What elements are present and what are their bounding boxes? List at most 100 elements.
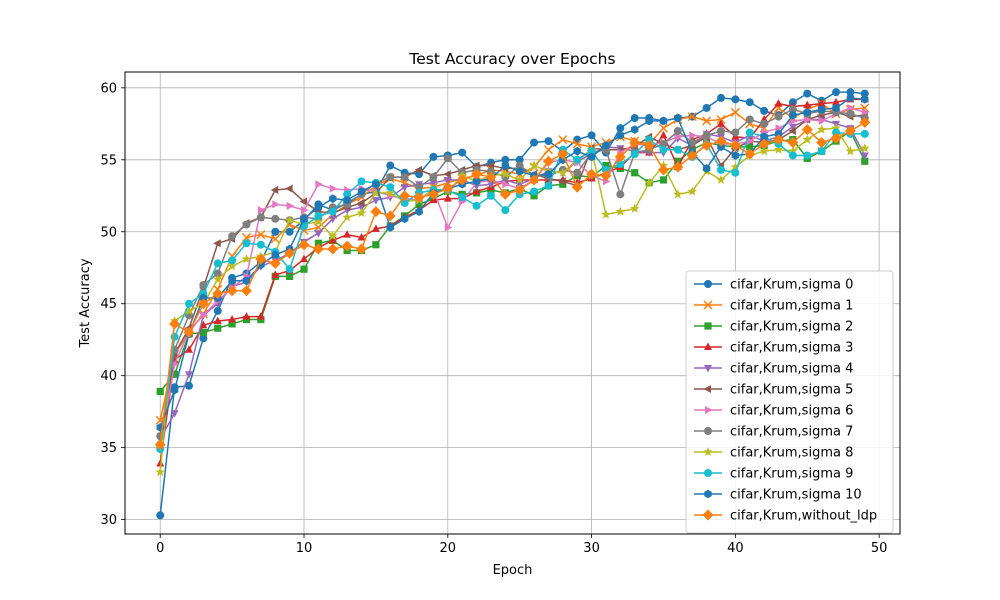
data-point (298, 239, 310, 251)
legend-item: cifar,Krum,sigma 6 (694, 404, 853, 419)
data-point (271, 250, 279, 260)
data-point (614, 151, 626, 163)
data-point (689, 131, 697, 140)
data-point (399, 190, 411, 202)
data-point (571, 181, 583, 193)
data-point (386, 223, 395, 232)
data-point (773, 144, 784, 154)
data-point (312, 243, 324, 255)
data-point (672, 161, 684, 173)
data-point (860, 129, 869, 138)
data-point (716, 119, 725, 127)
data-point (501, 161, 510, 170)
data-point (529, 160, 539, 170)
legend-marker (704, 427, 712, 435)
data-point (730, 161, 741, 172)
data-point (372, 179, 380, 189)
data-point (444, 223, 453, 232)
data-point (199, 281, 208, 290)
data-point (400, 214, 409, 224)
data-point (558, 177, 566, 186)
data-point (341, 240, 353, 252)
data-point (530, 138, 539, 147)
data-point (456, 174, 468, 186)
data-point (386, 161, 395, 170)
data-point (573, 155, 582, 164)
legend-label: cifar,Krum,sigma 9 (730, 467, 853, 482)
legend-item: cifar,Krum,sigma 1 (694, 299, 853, 314)
data-point (587, 147, 596, 156)
data-point (156, 458, 165, 467)
data-point (213, 316, 222, 324)
data-point (643, 139, 655, 151)
plot-frame (124, 71, 901, 535)
y-tick-label: 60 (100, 81, 117, 96)
data-point (515, 161, 524, 170)
data-point (213, 259, 222, 268)
data-point (832, 103, 840, 113)
data-point (544, 169, 553, 179)
data-point (803, 151, 812, 160)
data-point (817, 99, 826, 107)
data-point (530, 192, 538, 200)
data-point (199, 334, 208, 343)
data-point (515, 167, 524, 176)
data-point (486, 191, 495, 200)
legend-box (685, 270, 894, 534)
legend-label: cifar,Krum,sigma 0 (730, 278, 853, 293)
legend-item: cifar,Krum,sigma 2 (694, 320, 853, 335)
data-point (371, 197, 380, 205)
data-point (673, 127, 682, 136)
data-point (443, 194, 452, 202)
data-point (328, 231, 338, 241)
legend-item: cifar,Krum,sigma 5 (694, 383, 853, 398)
series-layer (154, 88, 871, 520)
data-point (745, 98, 754, 107)
data-point (155, 467, 165, 477)
legend-label: cifar,Krum,sigma 1 (730, 299, 853, 314)
data-point (228, 276, 236, 285)
data-point (370, 206, 382, 218)
data-point (501, 206, 510, 215)
data-point (860, 89, 869, 98)
data-point (774, 112, 783, 121)
data-point (716, 174, 726, 184)
data-point (716, 165, 725, 174)
data-point (228, 256, 237, 265)
data-point (241, 232, 252, 243)
data-point (343, 190, 352, 199)
data-point (746, 143, 754, 151)
data-point (802, 134, 813, 144)
data-point (558, 167, 568, 177)
data-point (528, 174, 540, 186)
data-point (542, 155, 554, 167)
data-point (170, 385, 179, 395)
data-point (702, 131, 711, 140)
data-point (171, 370, 179, 378)
data-point (816, 137, 828, 149)
data-point (169, 318, 181, 330)
data-point (228, 315, 237, 323)
legend-marker (705, 406, 713, 414)
data-point (184, 345, 193, 353)
legend-marker (703, 385, 711, 393)
data-point (860, 152, 869, 160)
data-point (386, 183, 395, 192)
data-point (789, 116, 798, 125)
data-point (832, 97, 841, 106)
data-point (199, 328, 207, 337)
y-tick-label: 30 (100, 513, 117, 528)
data-point (212, 288, 224, 300)
data-point (156, 387, 164, 396)
data-point (443, 176, 452, 185)
data-point (400, 198, 409, 207)
data-point (758, 138, 770, 150)
data-point (686, 149, 698, 161)
data-point (715, 135, 727, 147)
data-point (272, 200, 280, 209)
data-point (674, 157, 682, 165)
data-point (499, 188, 511, 200)
data-point (226, 285, 238, 297)
data-point (284, 215, 295, 225)
data-point (557, 148, 569, 160)
